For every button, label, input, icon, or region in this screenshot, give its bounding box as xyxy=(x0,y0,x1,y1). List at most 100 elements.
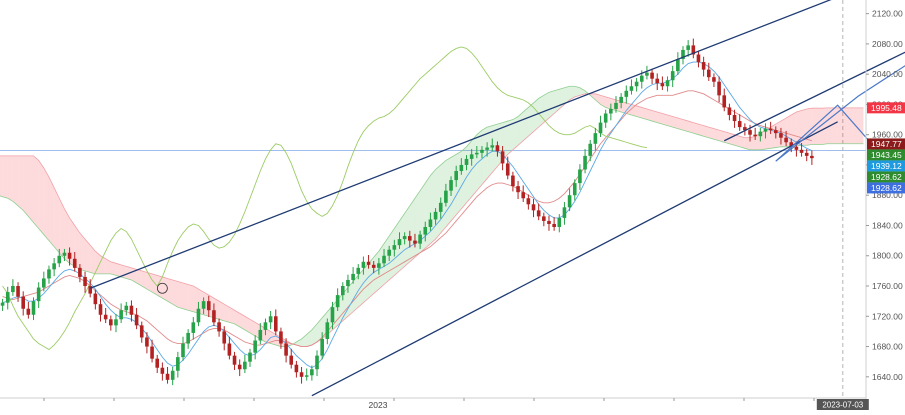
candle[interactable] xyxy=(289,348,294,369)
candle[interactable] xyxy=(11,279,15,296)
candle-body[interactable] xyxy=(681,49,685,60)
candle-body[interactable] xyxy=(289,355,294,365)
candle-body[interactable] xyxy=(335,295,340,308)
candle[interactable] xyxy=(407,230,412,248)
candle[interactable] xyxy=(294,360,299,378)
candle[interactable] xyxy=(361,256,366,275)
candle-body[interactable] xyxy=(717,81,721,96)
candle-body[interactable] xyxy=(490,145,495,148)
candle[interactable] xyxy=(284,338,288,363)
candle[interactable] xyxy=(696,50,701,68)
candle[interactable] xyxy=(810,150,814,165)
candle[interactable] xyxy=(634,77,639,92)
candle-body[interactable] xyxy=(11,286,15,293)
candle-body[interactable] xyxy=(480,149,484,153)
candle[interactable] xyxy=(469,149,474,166)
candle-body[interactable] xyxy=(320,338,324,356)
candle[interactable] xyxy=(598,115,603,137)
candle-body[interactable] xyxy=(603,113,608,123)
candle-body[interactable] xyxy=(655,78,660,84)
candle[interactable] xyxy=(98,298,103,322)
candle[interactable] xyxy=(139,321,144,343)
candle-body[interactable] xyxy=(109,319,113,326)
candle[interactable] xyxy=(706,62,711,81)
candle[interactable] xyxy=(629,79,634,95)
candle-body[interactable] xyxy=(727,107,732,116)
candle-body[interactable] xyxy=(36,287,41,302)
candle[interactable] xyxy=(129,300,134,322)
candle-body[interactable] xyxy=(310,369,314,376)
candle-body[interactable] xyxy=(572,183,577,196)
candle-body[interactable] xyxy=(206,301,211,311)
candle-body[interactable] xyxy=(191,322,196,333)
candle-body[interactable] xyxy=(614,102,618,109)
candle-body[interactable] xyxy=(562,207,567,218)
candle[interactable] xyxy=(109,315,113,331)
candle-body[interactable] xyxy=(382,255,386,264)
candle[interactable] xyxy=(614,96,618,113)
candle-body[interactable] xyxy=(294,364,299,373)
candle-body[interactable] xyxy=(176,357,180,371)
candle[interactable] xyxy=(547,215,551,231)
candle[interactable] xyxy=(114,314,118,333)
candle[interactable] xyxy=(392,239,397,257)
candle[interactable] xyxy=(737,114,742,131)
candle[interactable] xyxy=(351,267,355,284)
candle-body[interactable] xyxy=(639,75,644,82)
candle[interactable] xyxy=(681,46,685,65)
candle[interactable] xyxy=(763,123,768,139)
candle[interactable] xyxy=(799,143,804,157)
candle-body[interactable] xyxy=(366,261,371,265)
candle[interactable] xyxy=(47,265,51,284)
candle-body[interactable] xyxy=(83,276,87,287)
candle-body[interactable] xyxy=(712,77,716,82)
candle[interactable] xyxy=(660,76,665,91)
candle-body[interactable] xyxy=(258,329,263,341)
candle[interactable] xyxy=(165,366,170,384)
candle-body[interactable] xyxy=(232,355,237,365)
candle[interactable] xyxy=(655,73,660,91)
candle[interactable] xyxy=(191,317,196,340)
candle[interactable] xyxy=(52,258,56,277)
candle[interactable] xyxy=(253,335,257,360)
candle[interactable] xyxy=(268,310,273,330)
candle-body[interactable] xyxy=(129,305,134,315)
candle[interactable] xyxy=(72,251,77,272)
candle-body[interactable] xyxy=(701,62,706,70)
candle-body[interactable] xyxy=(526,198,531,205)
candle-body[interactable] xyxy=(67,252,72,259)
candle[interactable] xyxy=(619,93,623,109)
candle-body[interactable] xyxy=(402,236,407,240)
candle[interactable] xyxy=(325,318,330,345)
candle[interactable] xyxy=(423,221,428,242)
candle[interactable] xyxy=(645,65,649,80)
candle-body[interactable] xyxy=(459,164,464,172)
candle[interactable] xyxy=(552,217,556,231)
candle-body[interactable] xyxy=(485,147,489,150)
candle-body[interactable] xyxy=(72,258,77,268)
candle[interactable] xyxy=(779,127,783,145)
candle[interactable] xyxy=(155,354,160,374)
candle[interactable] xyxy=(201,297,206,315)
candle-body[interactable] xyxy=(645,72,649,76)
candle-body[interactable] xyxy=(531,204,536,211)
candle-body[interactable] xyxy=(397,239,402,246)
candle[interactable] xyxy=(232,351,237,371)
candle-body[interactable] xyxy=(315,355,319,370)
candle[interactable] xyxy=(768,121,773,134)
candle-body[interactable] xyxy=(346,279,350,287)
candle[interactable] xyxy=(758,127,763,142)
candle[interactable] xyxy=(181,336,185,361)
candle[interactable] xyxy=(160,362,165,381)
candle[interactable] xyxy=(315,350,319,377)
candle[interactable] xyxy=(490,138,495,152)
candle-body[interactable] xyxy=(495,145,500,152)
candle[interactable] xyxy=(557,214,562,233)
candle-body[interactable] xyxy=(804,152,809,156)
candle-body[interactable] xyxy=(753,134,757,137)
candle-body[interactable] xyxy=(26,308,31,315)
trend-line-channel-lower[interactable] xyxy=(311,121,838,397)
candle[interactable] xyxy=(804,149,809,162)
candle[interactable] xyxy=(212,303,216,327)
